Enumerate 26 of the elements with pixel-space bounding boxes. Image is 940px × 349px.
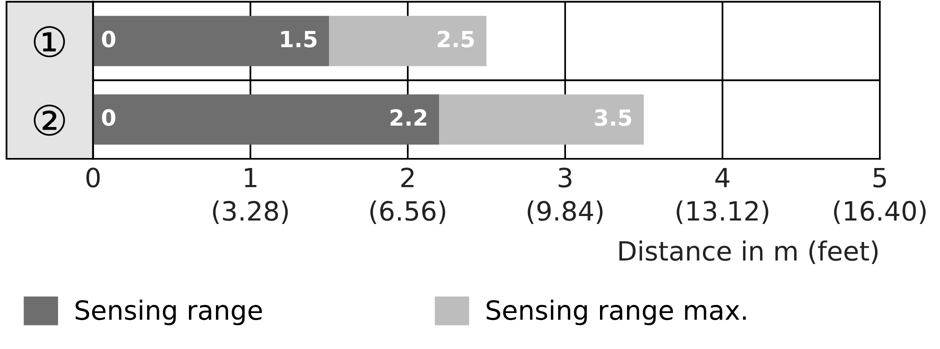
annotation: 2.2: [390, 109, 426, 126]
bar: [439, 94, 644, 145]
x2-tick-label: (3.28): [213, 200, 288, 224]
x2-tick-label: (9.84): [528, 200, 603, 224]
y-tick-label: ②: [34, 104, 65, 136]
x2-tick-label: (16.40): [834, 200, 926, 224]
annotation: 1.5: [281, 30, 317, 48]
x2-tick-label: (13.12): [676, 200, 768, 224]
annotation: 2.5: [438, 30, 474, 48]
x-tick-label: 0: [86, 168, 100, 188]
x-axis-title: Distance in m (feet): [619, 240, 878, 264]
x-tick-label: 1: [244, 168, 256, 188]
x-tick-label: 2: [401, 168, 414, 188]
bar: [329, 16, 486, 66]
x2-tick-label: (6.56): [370, 200, 446, 224]
bar: [93, 94, 440, 145]
annotation: 3.5: [594, 109, 632, 126]
y-tick-label: ①: [34, 26, 65, 58]
x-tick-label: 3: [558, 168, 572, 188]
x-tick-label: 4: [715, 168, 730, 188]
legend-label: Sensing range: [76, 300, 262, 326]
legend-label: Sensing range max.: [486, 300, 746, 326]
x-tick-label: 5: [873, 168, 886, 188]
bar: [93, 16, 330, 66]
annotation: 0: [102, 109, 116, 126]
annotation: 0: [102, 30, 116, 48]
